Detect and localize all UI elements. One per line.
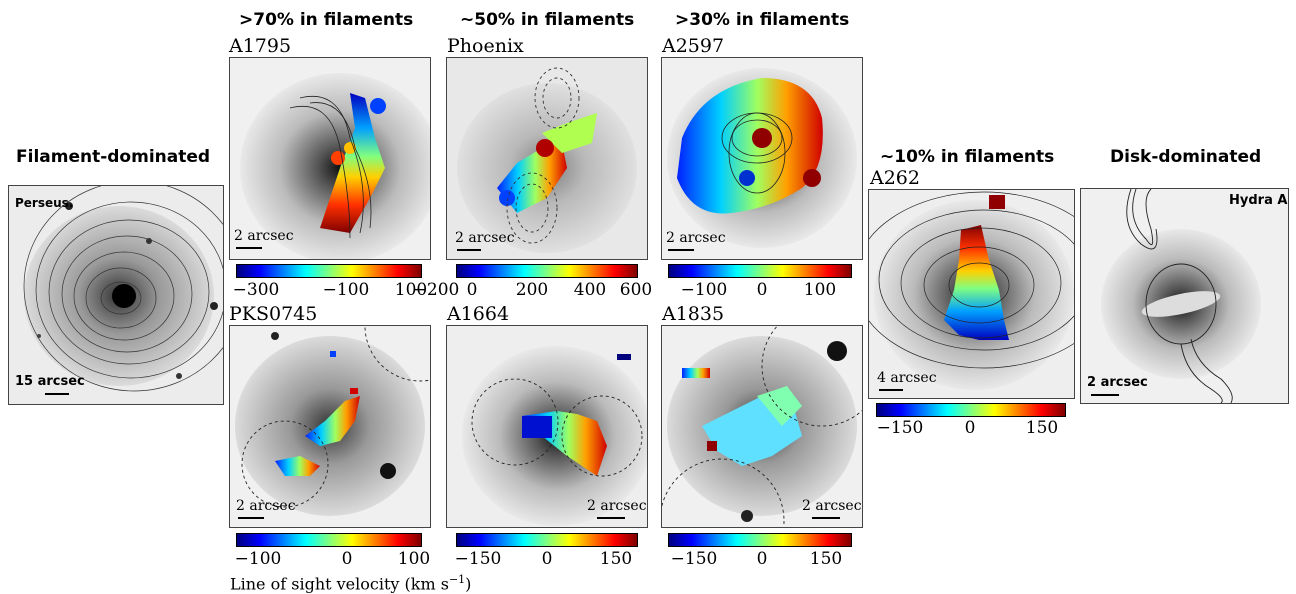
panel-name-phoenix: Phoenix bbox=[447, 35, 524, 57]
header-filament-dominated: Filament-dominated bbox=[16, 147, 211, 167]
panel-a1795: 2 arcsec bbox=[229, 57, 431, 260]
panel-a1664: 2 arcsec bbox=[446, 325, 648, 528]
header-col2: ~50% in filaments bbox=[460, 10, 635, 30]
panel-name-a2597: A2597 bbox=[662, 35, 725, 57]
header-col1: >70% in filaments bbox=[239, 10, 414, 30]
hydra-scalebar: 2 arcsec bbox=[1087, 375, 1148, 396]
panel-pks0745: 2 arcsec bbox=[229, 325, 431, 528]
phoenix-image bbox=[447, 58, 647, 259]
panel-name-a1795: A1795 bbox=[229, 35, 292, 57]
colorbar-a2597 bbox=[668, 264, 852, 278]
perseus-label: Perseus. bbox=[15, 196, 74, 210]
colorbar-a1664 bbox=[456, 533, 638, 547]
colorbar-a1795 bbox=[236, 264, 422, 278]
colorbar-ticks-a2597: −100 0 100 bbox=[680, 280, 837, 300]
a1795-scalebar: 2 arcsec bbox=[234, 228, 294, 249]
a1795-image bbox=[230, 58, 430, 259]
colorbar-a262 bbox=[876, 403, 1066, 417]
a1835-scalebar: 2 arcsec bbox=[802, 498, 862, 519]
panel-perseus: Perseus. 15 arcsec bbox=[8, 185, 224, 405]
a262-image bbox=[869, 190, 1074, 398]
panel-a2597: 2 arcsec bbox=[661, 57, 863, 260]
panel-hydra: Hydra A 2 arcsec bbox=[1080, 188, 1289, 404]
panel-name-a262: A262 bbox=[870, 167, 920, 189]
a1664-image bbox=[447, 326, 647, 527]
phoenix-scalebar: 2 arcsec bbox=[455, 230, 515, 251]
a1835-image bbox=[662, 326, 862, 527]
colorbar-pks0745 bbox=[236, 533, 422, 547]
perseus-scalebar: 15 arcsec bbox=[15, 374, 85, 395]
hydra-label: Hydra A bbox=[1229, 193, 1288, 208]
colorbar-ticks-a262: −150 0 150 bbox=[876, 418, 1059, 438]
a262-scalebar: 4 arcsec bbox=[877, 370, 937, 391]
colorbar-ticks-a1835: −150 0 150 bbox=[670, 549, 843, 569]
pks0745-image bbox=[230, 326, 430, 527]
colorbar-phoenix bbox=[456, 264, 638, 278]
panel-a1835: 2 arcsec bbox=[661, 325, 863, 528]
header-disk-dominated: Disk-dominated bbox=[1110, 147, 1262, 167]
velocity-axis-caption: Line of sight velocity (km s−1) bbox=[230, 573, 472, 594]
colorbar-ticks-phoenix: −200 0 200 400 600 bbox=[412, 280, 653, 300]
panel-name-a1835: A1835 bbox=[662, 303, 725, 325]
panel-name-pks0745: PKS0745 bbox=[229, 303, 318, 325]
header-col3: >30% in filaments bbox=[675, 10, 850, 30]
a2597-image bbox=[662, 58, 862, 259]
colorbar-a1835 bbox=[668, 533, 852, 547]
colorbar-ticks-a1664: −150 0 150 bbox=[454, 549, 633, 569]
perseus-image bbox=[9, 186, 223, 404]
a1664-scalebar: 2 arcsec bbox=[587, 498, 647, 519]
pks0745-scalebar: 2 arcsec bbox=[236, 498, 296, 519]
colorbar-ticks-a1795: −300 −100 100 bbox=[232, 280, 428, 300]
panel-name-a1664: A1664 bbox=[447, 303, 510, 325]
header-ten-percent: ~10% in filaments bbox=[880, 147, 1055, 167]
panel-a262: 4 arcsec bbox=[868, 189, 1075, 399]
a2597-scalebar: 2 arcsec bbox=[666, 230, 726, 251]
panel-phoenix: 2 arcsec bbox=[446, 57, 648, 260]
hydra-image bbox=[1081, 189, 1288, 403]
colorbar-ticks-pks0745: −100 0 100 bbox=[234, 549, 431, 569]
